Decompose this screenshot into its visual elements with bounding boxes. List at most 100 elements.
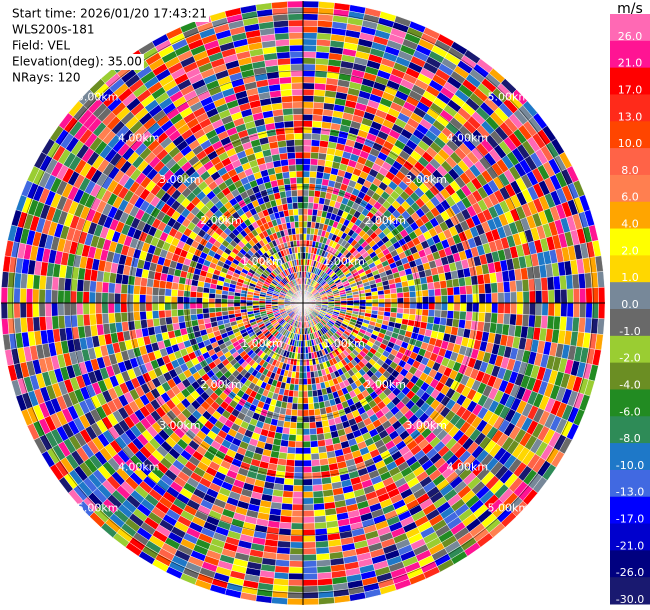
- texture-cell: [195, 291, 204, 298]
- texture-cell: [446, 310, 455, 320]
- texture-cell: [309, 440, 319, 448]
- texture-cell: [409, 302, 417, 310]
- texture-cell: [302, 390, 309, 398]
- texture-cell: [311, 120, 323, 129]
- texture-cell: [276, 546, 291, 555]
- texture-cell: [296, 189, 304, 197]
- texture-cell: [306, 377, 312, 385]
- texture-cell: [302, 101, 314, 109]
- texture-cell: [151, 286, 160, 296]
- texture-cell: [51, 315, 60, 330]
- texture-cell: [292, 497, 304, 505]
- texture-cell: [302, 76, 316, 84]
- texture-cell: [302, 484, 314, 493]
- texture-cell: [146, 318, 155, 328]
- texture-cell: [296, 239, 301, 247]
- texture-cell: [158, 287, 166, 297]
- texture-cell: [285, 139, 296, 147]
- texture-cell: [291, 510, 304, 518]
- texture-cell: [447, 302, 455, 312]
- texture-cell: [308, 189, 316, 197]
- texture-cell: [428, 302, 436, 311]
- texture-cell: [302, 447, 312, 455]
- texture-cell: [315, 171, 324, 179]
- texture-cell: [287, 208, 295, 217]
- texture-cell: [271, 1, 288, 10]
- texture-cell: [177, 309, 185, 317]
- texture-cell: [289, 44, 304, 52]
- texture-cell: [281, 95, 293, 104]
- texture-cell: [283, 114, 294, 122]
- texture-cell: [302, 403, 309, 411]
- texture-cell: [288, 572, 304, 581]
- texture-cell: [282, 171, 291, 179]
- texture-cell: [284, 465, 295, 473]
- texture-cell: [0, 302, 8, 320]
- texture-cell: [440, 302, 448, 311]
- texture-cell: [195, 308, 204, 315]
- texture-cell: [177, 289, 185, 297]
- texture-cell: [283, 120, 295, 129]
- texture-cell: [521, 314, 530, 327]
- texture-cell: [302, 13, 319, 21]
- texture-cell: [496, 312, 505, 325]
- texture-cell: [289, 547, 304, 555]
- texture-cell: [302, 516, 315, 524]
- texture-cell: [308, 195, 315, 204]
- texture-cell: [316, 433, 325, 441]
- texture-cell: [312, 496, 325, 505]
- texture-cell: [299, 233, 304, 241]
- texture-cell: [312, 484, 323, 492]
- texture-cell: [546, 315, 555, 330]
- texture-cell: [302, 503, 315, 511]
- texture-cell: [279, 521, 292, 530]
- texture-cell: [317, 158, 326, 167]
- texture-cell: [215, 311, 223, 318]
- texture-cell: [309, 158, 319, 166]
- texture-cell: [196, 313, 204, 320]
- texture-cell: [287, 585, 304, 593]
- texture-cell: [95, 302, 103, 315]
- texture-cell: [313, 502, 325, 511]
- texture-cell: [289, 541, 304, 549]
- texture-cell: [233, 302, 241, 307]
- texture-cell: [302, 139, 312, 147]
- texture-cell: [32, 302, 40, 318]
- texture-cell: [132, 293, 140, 304]
- texture-cell: [490, 312, 499, 324]
- texture-cell: [202, 312, 211, 319]
- texture-cell: [497, 302, 505, 314]
- texture-cell: [302, 51, 317, 59]
- texture-cell: [305, 359, 310, 367]
- texture-cell: [44, 302, 52, 317]
- texture-cell: [95, 281, 104, 293]
- texture-cell: [291, 516, 304, 524]
- texture-cell: [314, 63, 329, 72]
- texture-cell: [164, 302, 172, 311]
- texture-cell: [277, 63, 292, 72]
- texture-cell: [296, 422, 304, 430]
- texture-cell: [302, 114, 314, 122]
- texture-cell: [547, 302, 555, 317]
- texture-cell: [302, 176, 310, 184]
- texture-cell: [302, 378, 308, 386]
- texture-cell: [459, 302, 467, 312]
- texture-cell: [302, 384, 308, 392]
- texture-cell: [126, 293, 134, 304]
- texture-cell: [311, 133, 322, 141]
- texture-cell: [51, 276, 60, 291]
- texture-cell: [503, 302, 511, 315]
- texture-cell: [459, 310, 467, 321]
- texture-cell: [302, 214, 308, 222]
- texture-cell: [145, 286, 154, 296]
- texture-cell: [302, 396, 309, 404]
- texture-cell: [107, 302, 115, 314]
- texture-cell: [291, 88, 304, 96]
- texture-cell: [89, 280, 97, 293]
- texture-cell: [291, 82, 304, 90]
- texture-cell: [598, 302, 606, 320]
- texture-cell: [311, 389, 319, 398]
- texture-cell: [293, 478, 304, 486]
- texture-cell: [315, 57, 329, 66]
- texture-cell: [63, 302, 71, 316]
